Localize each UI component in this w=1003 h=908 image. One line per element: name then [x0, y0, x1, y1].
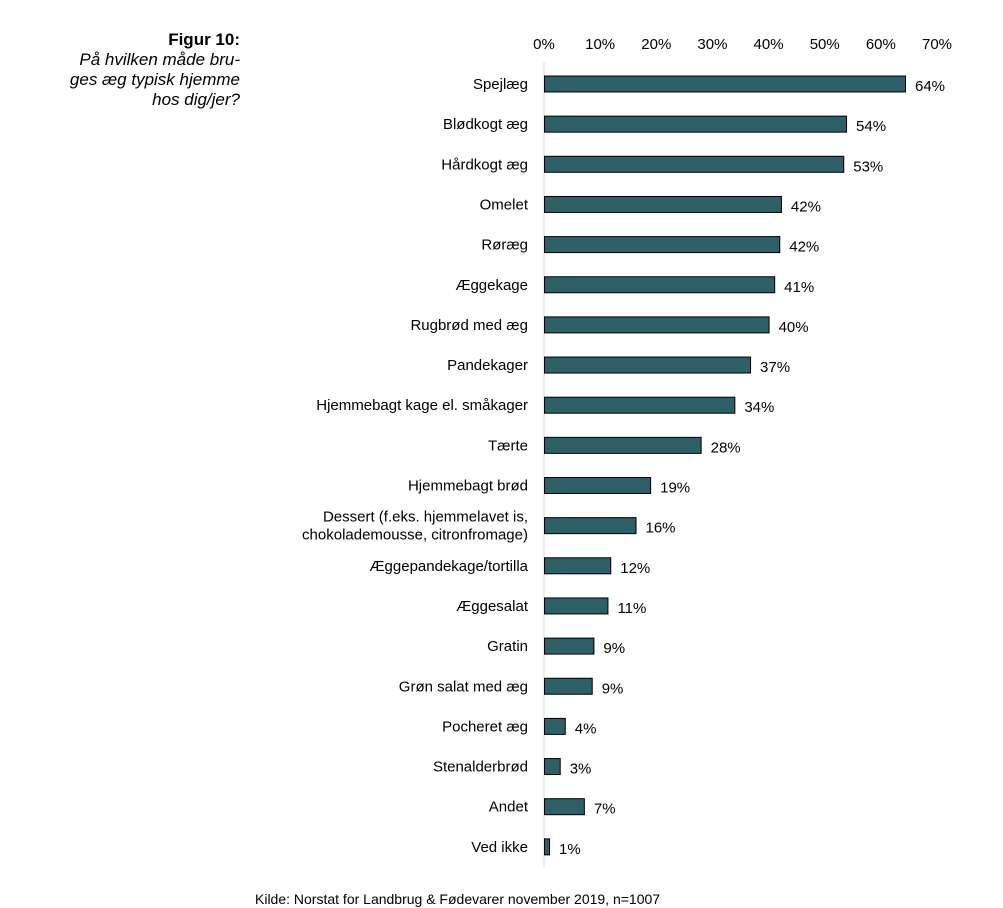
data-label: 7%: [594, 801, 616, 818]
x-tick-label: 40%: [754, 36, 784, 53]
figure-question-line: hos dig/jer?: [152, 90, 240, 109]
data-label: 37%: [760, 359, 790, 376]
category-label: Omelet: [480, 196, 529, 213]
bar: [544, 637, 595, 655]
data-label: 34%: [744, 399, 774, 416]
figure-question: På hvilken måde bru- ges æg typisk hjemm…: [40, 50, 240, 110]
bar: [544, 677, 593, 695]
bar: [544, 597, 609, 615]
bar: [544, 557, 612, 575]
category-label: Gratin: [487, 638, 528, 655]
figure-question-line: På hvilken måde bru-: [79, 50, 240, 69]
bar: [544, 798, 585, 816]
category-label: Hjemmebagt kage el. småkager: [316, 397, 528, 414]
bar: [544, 396, 736, 414]
data-label: 12%: [620, 560, 650, 577]
data-label: 9%: [603, 640, 625, 657]
category-label: Æggekage: [455, 277, 528, 294]
x-tick-label: 50%: [810, 36, 840, 53]
x-tick-label: 20%: [641, 36, 671, 53]
category-label: Dessert (f.eks. hjemmelavet is,: [323, 509, 528, 526]
x-tick-label: 60%: [866, 36, 896, 53]
category-label: Hårdkogt æg: [441, 156, 528, 173]
x-tick-label: 10%: [585, 36, 615, 53]
x-tick-label: 0%: [533, 36, 555, 53]
bar: [544, 115, 848, 133]
bar-chart: 0% 10% 20% 30% 40% 50% 60% 70% Spejlæg 64% Blødkog…: [302, 36, 952, 867]
bar: [544, 155, 845, 173]
data-label: 11%: [617, 600, 646, 617]
figure-label: Figur 10:: [168, 30, 240, 49]
category-label: Pandekager: [447, 357, 528, 374]
bar: [544, 356, 752, 374]
category-label: chokolademousse, citronfromage): [302, 527, 528, 544]
data-label: 41%: [784, 279, 814, 296]
category-label: Stenalderbrød: [433, 759, 528, 776]
bar: [544, 195, 782, 213]
bar: [544, 758, 561, 776]
x-tick-label: 70%: [922, 36, 952, 53]
source-note: Kilde: Norstat for Landbrug & Fødevarer …: [255, 891, 661, 907]
category-label: Blødkogt æg: [443, 116, 528, 133]
data-label: 42%: [791, 198, 821, 215]
data-label: 4%: [575, 720, 597, 737]
category-label: Grøn salat med æg: [399, 678, 528, 695]
category-label: Ved ikke: [471, 839, 528, 856]
data-label: 42%: [789, 239, 819, 256]
bar: [544, 477, 652, 494]
data-label: 28%: [711, 439, 741, 456]
x-tick-label: 30%: [697, 36, 727, 53]
data-label: 16%: [646, 520, 676, 537]
category-label: Æggesalat: [456, 598, 529, 615]
data-label: 64%: [915, 78, 945, 95]
bar: [544, 276, 776, 294]
bar: [544, 75, 906, 93]
category-label: Andet: [489, 799, 529, 816]
data-label: 53%: [853, 158, 883, 175]
bar: [544, 838, 551, 856]
data-label: 3%: [570, 761, 592, 778]
bar: [544, 236, 781, 254]
data-label: 19%: [660, 480, 690, 497]
category-label: Rugbrød med æg: [410, 317, 528, 334]
data-label: 54%: [856, 118, 886, 135]
bar: [544, 517, 637, 535]
bar: [544, 717, 566, 735]
data-label: 40%: [779, 319, 809, 336]
figure-question-line: ges æg typisk hjemme: [69, 70, 240, 89]
bar: [544, 316, 770, 334]
bar: [544, 436, 702, 454]
category-label: Pocheret æg: [442, 718, 528, 735]
category-label: Æggepandekage/tortilla: [370, 558, 529, 575]
category-label: Røræg: [481, 237, 528, 254]
figure-caption: Figur 10: På hvilken måde bru- ges æg ty…: [40, 30, 240, 110]
data-label: 9%: [602, 680, 624, 697]
category-label: Spejlæg: [473, 76, 528, 93]
data-label: 1%: [559, 841, 581, 858]
category-label: Hjemmebagt brød: [408, 478, 528, 495]
category-label: Tærte: [488, 437, 528, 454]
